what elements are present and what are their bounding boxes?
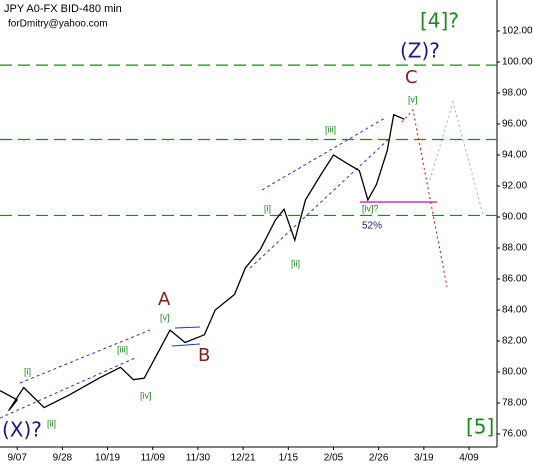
- price-line: [0, 113, 405, 412]
- y-tick-label: 80.00: [502, 367, 527, 378]
- y-tick-label: 82.00: [502, 336, 527, 347]
- wave-label: A: [158, 289, 171, 310]
- x-tick-label: 4/09: [459, 453, 479, 464]
- x-tick-label: 2/26: [369, 453, 389, 464]
- y-tick-label: 100.00: [502, 57, 533, 68]
- wave-label: [v]: [160, 312, 170, 322]
- x-tick-label: 9/07: [7, 453, 27, 464]
- wave-label: (Z)?: [400, 39, 440, 63]
- wave-drawings: [0, 100, 484, 419]
- wave-label: [i]: [264, 203, 271, 213]
- y-tick-label: 98.00: [502, 88, 527, 99]
- wave-label: [v]: [408, 94, 418, 104]
- wave-label: [iv]?: [362, 203, 379, 213]
- wave-label: C: [405, 67, 418, 88]
- wave-label: [5]: [466, 415, 494, 439]
- wave-label: [ii]: [291, 258, 300, 268]
- x-tick-label: 11/09: [141, 453, 166, 464]
- x-tick-label: 11/30: [186, 453, 211, 464]
- wave-label: [ii]: [47, 418, 56, 428]
- annotations: [4]? (Z)? C [v] [iii] [i] [iv]? 52% [ii]…: [2, 9, 494, 442]
- wave-label: (X)?: [2, 418, 42, 442]
- y-tick-label: 96.00: [502, 119, 527, 130]
- y-tick-label: 92.00: [502, 181, 527, 192]
- wave-label: B: [198, 345, 210, 366]
- wave-label: [i]: [24, 366, 31, 376]
- x-tick-label: 9/28: [53, 453, 73, 464]
- chart-subtitle: forDmitry@yahoo.com: [8, 19, 108, 30]
- wave-label: [iii]: [325, 124, 336, 134]
- y-tick-label: 94.00: [502, 150, 527, 161]
- y-tick-label: 102.00: [502, 26, 533, 37]
- x-tick-label: 2/05: [324, 453, 344, 464]
- y-tick-label: 86.00: [502, 274, 527, 285]
- y-tick-label: 84.00: [502, 305, 527, 316]
- y-tick-label: 90.00: [502, 212, 527, 223]
- x-tick-label: 12/21: [231, 453, 256, 464]
- x-tick-label: 3/19: [414, 453, 434, 464]
- wave-label: [iii]: [117, 344, 128, 354]
- wave-label: [4]?: [420, 9, 459, 33]
- x-tick-label: 1/15: [279, 453, 299, 464]
- y-tick-label: 88.00: [502, 243, 527, 254]
- x-tick-label: 10/19: [95, 453, 120, 464]
- wave-label: [iv]: [140, 390, 152, 400]
- percent-label: 52%: [362, 221, 382, 232]
- y-tick-label: 76.00: [502, 429, 527, 440]
- chart-title: JPY A0-FX BID-480 min: [4, 3, 122, 15]
- y-tick-label: 78.00: [502, 398, 527, 409]
